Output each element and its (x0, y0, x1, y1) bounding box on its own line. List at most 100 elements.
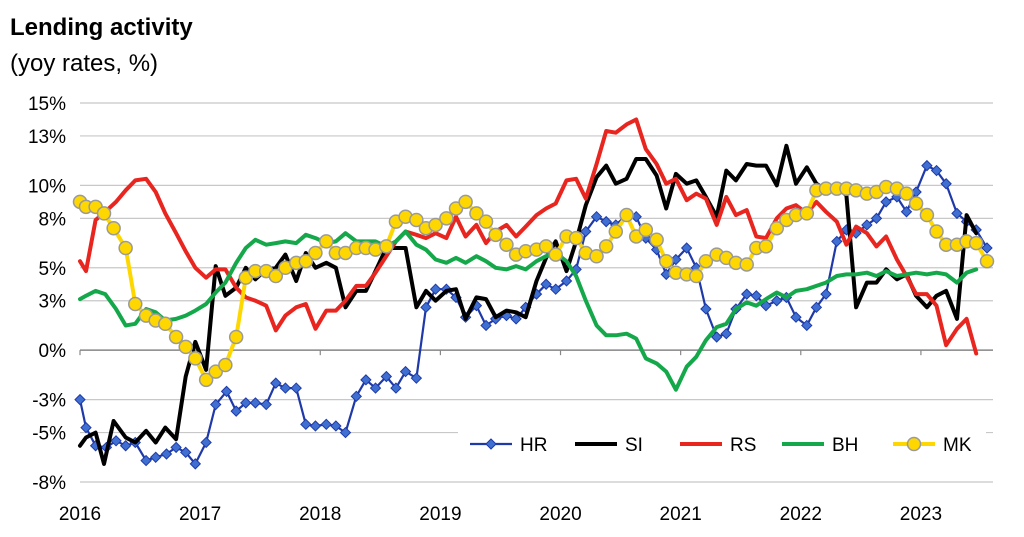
data-point (168, 329, 184, 345)
data-point (149, 451, 162, 463)
data-point (369, 382, 382, 394)
data-point (689, 268, 704, 284)
legend-item-hr: HR (470, 435, 547, 456)
y-tick-label: -8% (32, 473, 66, 494)
series-line-bh (78, 229, 979, 392)
data-point (929, 224, 944, 239)
data-point (409, 212, 424, 228)
data-point (820, 288, 832, 300)
data-point (741, 288, 753, 300)
legend-item-mk: MK (893, 435, 972, 456)
data-point (170, 441, 182, 454)
y-tick-label: 5% (39, 259, 67, 280)
data-point (968, 235, 984, 251)
x-tick-label: 2016 (59, 504, 101, 525)
data-point (801, 319, 813, 332)
legend-marker (906, 436, 922, 452)
data-point (339, 426, 352, 439)
data-point (981, 242, 993, 254)
data-point (590, 210, 603, 223)
series-bh (78, 229, 979, 392)
data-point (790, 311, 802, 323)
data-point (429, 283, 442, 295)
data-point (810, 301, 823, 314)
series-rs (78, 117, 979, 356)
x-tick-label: 2018 (299, 504, 341, 525)
y-tick-label: -3% (32, 391, 66, 412)
data-point (899, 186, 914, 201)
data-point (499, 237, 514, 252)
data-point (880, 196, 892, 208)
data-point (538, 239, 554, 254)
data-point (540, 278, 552, 290)
data-point (110, 435, 122, 447)
legend-marker (485, 438, 497, 450)
data-point (390, 382, 402, 394)
data-point (979, 253, 995, 269)
data-point (106, 220, 121, 236)
data-point (598, 239, 614, 254)
data-point (900, 206, 913, 218)
data-point (309, 420, 322, 432)
data-point (589, 248, 604, 264)
data-point (249, 397, 262, 409)
data-point (720, 327, 733, 340)
series-mk (72, 179, 995, 388)
data-point (550, 283, 562, 295)
data-point (298, 253, 314, 269)
data-point (74, 393, 86, 406)
data-point (649, 232, 664, 248)
data-point (360, 374, 372, 386)
data-point (160, 448, 173, 460)
data-point (270, 377, 282, 389)
data-point (870, 212, 883, 225)
data-point (189, 458, 202, 470)
data-point (488, 227, 503, 243)
data-point (330, 420, 342, 432)
legend-label: HR (520, 435, 547, 456)
series-group (72, 117, 995, 470)
chart-title: Lending activity (10, 14, 193, 41)
data-point (128, 296, 143, 312)
data-point (379, 239, 394, 254)
data-point (619, 207, 634, 223)
data-point (908, 196, 924, 211)
data-point (739, 257, 754, 272)
data-point (930, 164, 943, 177)
data-point (680, 242, 693, 254)
data-point (268, 268, 284, 284)
data-point (638, 222, 654, 238)
data-point (200, 436, 212, 449)
data-point (119, 440, 132, 452)
data-point (919, 207, 935, 223)
data-point (80, 421, 92, 434)
data-point (158, 316, 173, 332)
data-point (658, 253, 674, 269)
legend-label: SI (625, 435, 643, 456)
data-point (560, 275, 573, 287)
x-tick-label: 2022 (780, 504, 822, 525)
data-point (921, 159, 933, 172)
legend-label: MK (943, 435, 972, 456)
series-line-rs (78, 117, 979, 356)
data-point (399, 365, 412, 378)
data-point (178, 339, 193, 355)
data-point (300, 418, 312, 431)
data-point (940, 178, 952, 190)
data-point (260, 398, 272, 411)
chart-subtitle: (yoy rates, %) (10, 50, 159, 77)
data-point (799, 206, 815, 221)
data-point (428, 217, 443, 233)
data-point (420, 301, 432, 314)
legend: HR SI RS BH MK (458, 424, 986, 464)
data-point (410, 372, 423, 384)
series-line-hr (78, 164, 989, 465)
legend-item-rs: RS (680, 435, 756, 456)
data-point (188, 351, 203, 366)
data-point (320, 418, 332, 431)
data-point (350, 390, 363, 403)
y-tick-label: 15% (28, 94, 66, 115)
data-point (861, 219, 873, 231)
data-point (180, 446, 192, 459)
x-tick-label: 2019 (419, 504, 461, 525)
